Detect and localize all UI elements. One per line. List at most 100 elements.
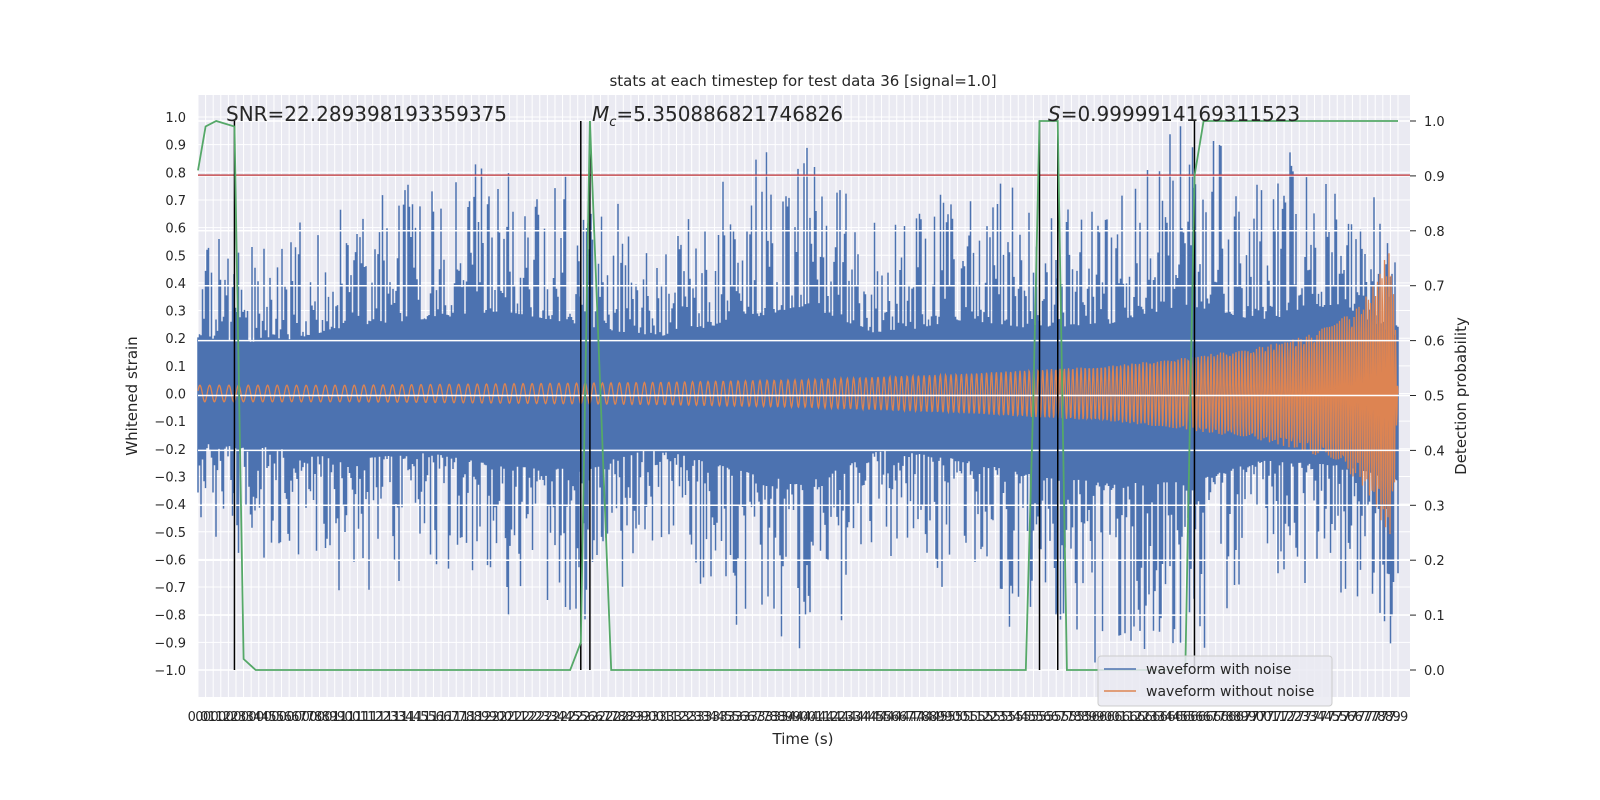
x-tick-label: 4.1 xyxy=(810,710,831,725)
x-tick-label: 2.0 xyxy=(491,710,512,725)
x-tick-label: 2.0 xyxy=(484,710,505,725)
x-tick-label: 5.8 xyxy=(1069,710,1090,725)
x-tick-label: 0.9 xyxy=(317,710,338,725)
y2-tick-label: 0.4 xyxy=(1424,444,1445,459)
x-tick-label: 4.5 xyxy=(871,710,892,725)
x-tick-label: 1.4 xyxy=(400,710,421,725)
y-tick-label: −0.4 xyxy=(154,498,186,513)
x-tick-label: 2.8 xyxy=(605,710,626,725)
x-tick-label: 1.0 xyxy=(340,710,361,725)
y2-tick-label: 0.6 xyxy=(1424,335,1445,350)
x-tick-label: 6.3 xyxy=(1145,710,1166,725)
chirp-mass-subscript: c xyxy=(609,115,616,130)
x-tick-label: 4.1 xyxy=(803,710,824,725)
x-tick-label: 1.7 xyxy=(438,710,459,725)
x-tick-label: 7.9 xyxy=(1380,710,1401,725)
x-tick-label: 7.2 xyxy=(1274,710,1295,725)
x-tick-label: 3.0 xyxy=(643,710,664,725)
x-tick-label: 0.4 xyxy=(241,710,262,725)
x-tick-label: 1.6 xyxy=(423,710,444,725)
x-tick-label: 0.0 xyxy=(188,710,209,725)
y-tick-label: −0.2 xyxy=(154,443,186,458)
y-tick-label: −0.1 xyxy=(154,415,186,430)
y2-tick-label: 1.0 xyxy=(1424,115,1445,130)
x-tick-label: 7.5 xyxy=(1319,710,1340,725)
y-tick-label: 0.8 xyxy=(165,166,186,181)
x-tick-label: 4.4 xyxy=(848,710,869,725)
x-tick-label: 7.8 xyxy=(1365,710,1386,725)
x-axis-label: Time (s) xyxy=(772,730,834,748)
x-tick-label: 1.7 xyxy=(446,710,467,725)
x-tick-label: 4.0 xyxy=(795,710,816,725)
x-tick-label: 7.8 xyxy=(1372,710,1393,725)
y2-tick-label: 0.3 xyxy=(1424,499,1445,514)
x-tick-label: 5.5 xyxy=(1016,710,1037,725)
x-tick-label: 3.8 xyxy=(765,710,786,725)
x-tick-label: 7.0 xyxy=(1251,710,1272,725)
x-tick-label: 3.4 xyxy=(697,710,718,725)
x-tick-label: 6.7 xyxy=(1198,710,1219,725)
x-tick-label: 6.1 xyxy=(1114,710,1135,725)
y2-tick-label: 0.7 xyxy=(1424,280,1445,295)
x-tick-label: 0.5 xyxy=(256,710,277,725)
y-tick-label: 0.2 xyxy=(165,332,186,347)
x-tick-label: 3.9 xyxy=(780,710,801,725)
x-tick-label: 5.1 xyxy=(955,710,976,725)
x-tick-label: 2.5 xyxy=(567,710,588,725)
x-tick-label: 0.9 xyxy=(324,710,345,725)
x-tick-label: 3.3 xyxy=(689,710,710,725)
x-tick-label: 7.9 xyxy=(1388,710,1409,725)
x-tick-label: 5.3 xyxy=(993,710,1014,725)
x-tick-label: 3.2 xyxy=(674,710,695,725)
x-tick-label: 2.7 xyxy=(590,710,611,725)
x-tick-label: 1.1 xyxy=(347,710,368,725)
x-tick-label: 5.1 xyxy=(962,710,983,725)
x-tick-label: 1.9 xyxy=(476,710,497,725)
x-tick-label: 7.7 xyxy=(1357,710,1378,725)
y-tick-label: 0.3 xyxy=(165,305,186,320)
y-tick-label: 0.6 xyxy=(165,222,186,237)
x-tick-label: 6.5 xyxy=(1167,710,1188,725)
x-tick-label: 1.5 xyxy=(408,710,429,725)
x-tick-label: 0.3 xyxy=(226,710,247,725)
x-tick-label: 6.3 xyxy=(1137,710,1158,725)
x-tick-label: 3.1 xyxy=(651,710,672,725)
x-tick-label: 0.4 xyxy=(248,710,269,725)
y-tick-label: −0.9 xyxy=(154,636,186,651)
x-tick-label: 5.4 xyxy=(1000,710,1021,725)
x-tick-label: 2.1 xyxy=(499,710,520,725)
x-tick-label: 5.3 xyxy=(985,710,1006,725)
x-tick-label: 0.7 xyxy=(286,710,307,725)
x-tick-label: 5.5 xyxy=(1023,710,1044,725)
x-tick-label: 5.6 xyxy=(1038,710,1059,725)
x-tick-label: 4.4 xyxy=(856,710,877,725)
s-value: =0.9999914169311523 xyxy=(1061,102,1300,126)
x-tick-label: 0.6 xyxy=(271,710,292,725)
x-tick-labels: 0.00.10.10.20.20.30.30.40.40.50.50.60.60… xyxy=(188,710,1409,725)
chirp-mass-annotation: Mc=5.350886821746826 xyxy=(592,102,843,130)
x-tick-label: 7.6 xyxy=(1342,710,1363,725)
x-tick-label: 2.6 xyxy=(575,710,596,725)
x-tick-label: 2.4 xyxy=(545,710,566,725)
y2-tick-label: 0.5 xyxy=(1424,390,1445,405)
x-tick-label: 6.1 xyxy=(1107,710,1128,725)
x-tick-label: 7.1 xyxy=(1259,710,1280,725)
x-tick-label: 2.3 xyxy=(529,710,550,725)
x-tick-label: 5.2 xyxy=(970,710,991,725)
x-tick-label: 4.9 xyxy=(924,710,945,725)
x-tick-label: 5.0 xyxy=(940,710,961,725)
x-tick-label: 5.4 xyxy=(1008,710,1029,725)
x-tick-label: 6.7 xyxy=(1205,710,1226,725)
x-tick-label: 1.3 xyxy=(385,710,406,725)
y-tick-label: 0.1 xyxy=(165,360,186,375)
x-tick-label: 3.7 xyxy=(750,710,771,725)
x-tick-label: 1.6 xyxy=(431,710,452,725)
x-tick-label: 0.5 xyxy=(264,710,285,725)
legend: waveform with noise waveform without noi… xyxy=(1097,655,1333,707)
legend-box xyxy=(1097,655,1333,707)
x-tick-label: 4.6 xyxy=(879,710,900,725)
x-tick-label: 4.7 xyxy=(894,710,915,725)
x-tick-label: 6.4 xyxy=(1160,710,1181,725)
x-tick-label: 1.8 xyxy=(461,710,482,725)
legend-label-noise: waveform with noise xyxy=(1146,662,1291,678)
